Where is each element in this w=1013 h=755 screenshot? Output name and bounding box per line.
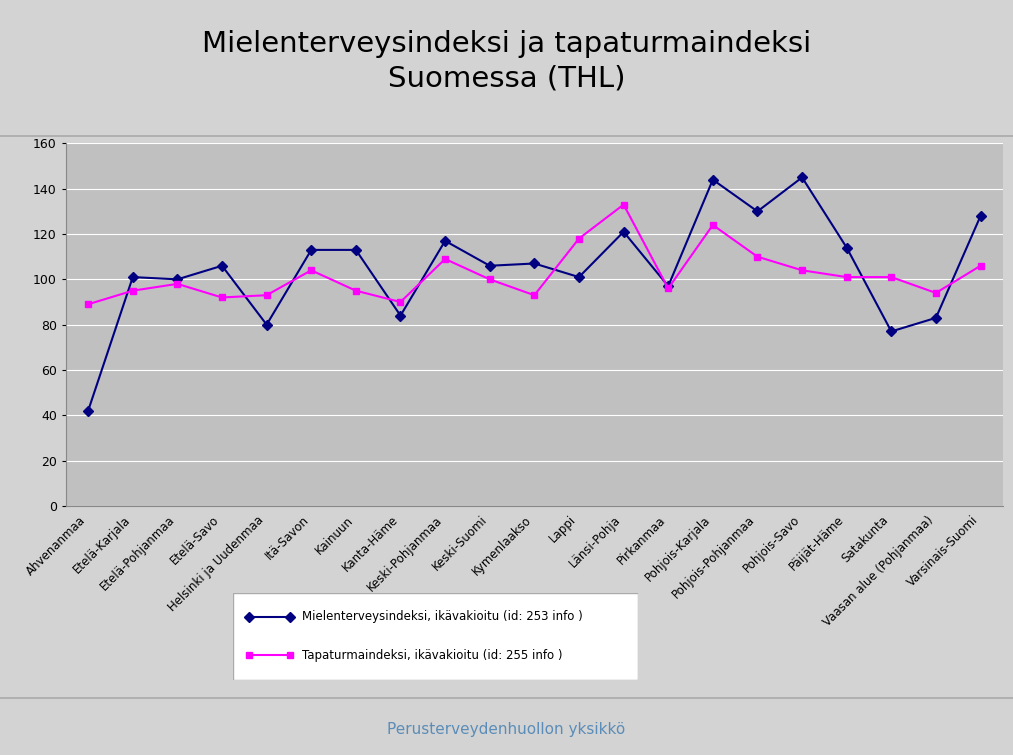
- Text: Perusterveydenhuollon yksikkö: Perusterveydenhuollon yksikkö: [387, 722, 626, 737]
- Text: Mielenterveysindeksi, ikävakioitu (id: 253 info ): Mielenterveysindeksi, ikävakioitu (id: 2…: [302, 611, 582, 624]
- Text: Tapaturmaindeksi, ikävakioitu (id: 255 info ): Tapaturmaindeksi, ikävakioitu (id: 255 i…: [302, 649, 562, 661]
- FancyBboxPatch shape: [233, 593, 638, 680]
- Text: Mielenterveysindeksi ja tapaturmaindeksi
Suomessa (THL): Mielenterveysindeksi ja tapaturmaindeksi…: [202, 30, 811, 92]
